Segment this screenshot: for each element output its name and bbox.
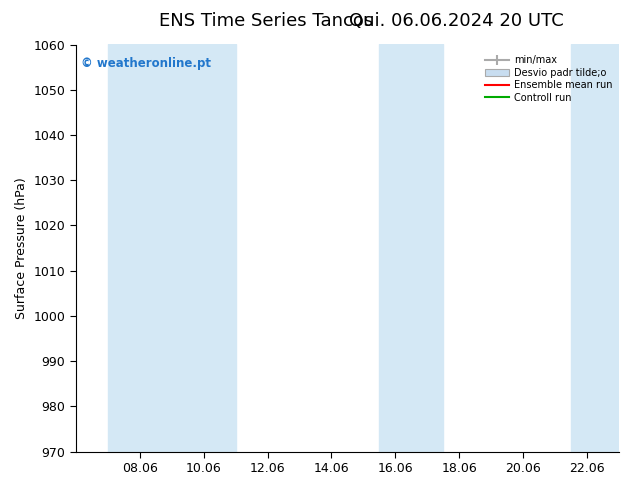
- Y-axis label: Surface Pressure (hPa): Surface Pressure (hPa): [15, 177, 28, 319]
- Legend: min/max, Desvio padr tilde;o, Ensemble mean run, Controll run: min/max, Desvio padr tilde;o, Ensemble m…: [482, 53, 614, 104]
- Bar: [379, 45, 443, 452]
- Bar: [108, 45, 172, 452]
- Text: © weatheronline.pt: © weatheronline.pt: [81, 57, 211, 70]
- Bar: [571, 45, 619, 452]
- Text: Qui. 06.06.2024 20 UTC: Qui. 06.06.2024 20 UTC: [349, 12, 564, 30]
- Bar: [172, 45, 236, 452]
- Text: ENS Time Series Tancos: ENS Time Series Tancos: [159, 12, 373, 30]
